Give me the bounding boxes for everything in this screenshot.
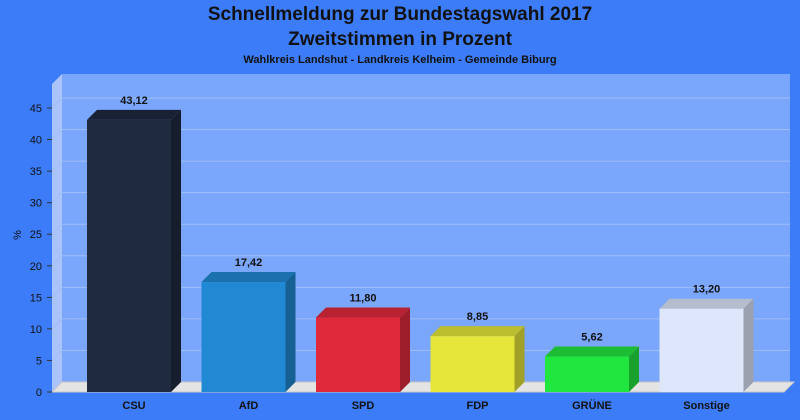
bar-top bbox=[201, 272, 296, 283]
gridline-side bbox=[51, 286, 63, 298]
bar-top bbox=[430, 326, 525, 337]
bar-top bbox=[545, 346, 639, 357]
x-tick-label: GRÜNE bbox=[572, 399, 612, 412]
y-axis-label: % bbox=[12, 230, 24, 240]
plot-left-wall bbox=[52, 74, 62, 392]
y-tick-label: 20 bbox=[30, 261, 42, 273]
y-tick-label: 5 bbox=[36, 355, 42, 367]
x-tick-label: AfD bbox=[239, 400, 259, 412]
x-tick-label: FDP bbox=[467, 400, 489, 412]
y-tick-label: 10 bbox=[30, 324, 42, 336]
y-tick-label: 40 bbox=[30, 135, 42, 147]
bar-grüne bbox=[545, 356, 629, 392]
bar-fdp bbox=[430, 336, 515, 392]
x-tick-label: Sonstige bbox=[683, 400, 729, 412]
data-label: 8,85 bbox=[467, 311, 488, 323]
bar-afd bbox=[201, 282, 286, 392]
bar-side bbox=[171, 109, 181, 392]
bar-top bbox=[87, 109, 181, 120]
bar-sonstige bbox=[659, 308, 744, 392]
y-tick-label: 0 bbox=[36, 387, 42, 399]
gridline-side bbox=[51, 129, 63, 140]
y-tick-label: 30 bbox=[30, 198, 42, 210]
y-tick-label: 45 bbox=[30, 103, 42, 115]
bar-top bbox=[316, 307, 410, 318]
gridline-side bbox=[51, 255, 63, 267]
x-tick-label: CSU bbox=[122, 400, 145, 412]
bar-side bbox=[285, 272, 296, 392]
chart-title: Schnellmeldung zur Bundestagswahl 2017 bbox=[207, 4, 593, 25]
bar-side bbox=[743, 298, 754, 392]
gridline-side bbox=[51, 318, 63, 330]
data-label: 13,20 bbox=[693, 284, 721, 296]
data-label: 11,80 bbox=[350, 293, 377, 305]
bar-top bbox=[659, 298, 754, 309]
data-label: 43,12 bbox=[120, 95, 148, 107]
gridline-side bbox=[51, 350, 63, 361]
bar-csu bbox=[87, 119, 171, 392]
bar-side bbox=[514, 326, 525, 392]
bar-side bbox=[629, 346, 639, 392]
gridline-side bbox=[51, 97, 63, 109]
x-tick-label: SPD bbox=[352, 400, 375, 412]
gridline-side bbox=[51, 192, 63, 204]
data-label: 17,42 bbox=[235, 257, 263, 269]
gridline-side bbox=[51, 160, 63, 172]
y-tick-label: 35 bbox=[30, 166, 42, 178]
chart-subtitle: Zweitstimmen in Prozent bbox=[288, 29, 512, 50]
gridline-side bbox=[51, 223, 63, 235]
chart-region-label: Wahlkreis Landshut - Landkreis Kelheim -… bbox=[243, 54, 557, 66]
bar-spd bbox=[316, 317, 400, 392]
bar-side bbox=[400, 307, 410, 392]
y-tick-label: 15 bbox=[30, 292, 42, 304]
data-label: 5,62 bbox=[581, 332, 602, 344]
y-tick-label: 25 bbox=[30, 229, 42, 241]
